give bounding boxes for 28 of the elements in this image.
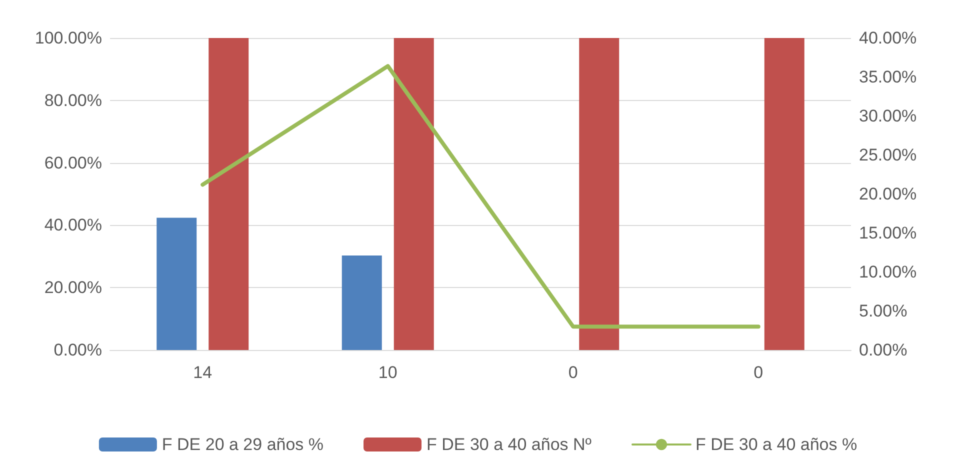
x-tick-label: 0 [754,363,764,382]
bar [579,38,620,350]
bar [156,218,197,350]
y2-tick-label: 10.00% [859,262,917,282]
bar [394,38,434,350]
y2-tick-label: 20.00% [859,184,917,204]
x-tick-label: 0 [568,363,578,382]
y-tick-label: 80.00% [44,90,102,110]
y-tick-label: 40.00% [44,216,102,235]
bar [764,38,804,350]
y2-tick-label: 5.00% [859,302,908,320]
y-tick-label: 100.00% [34,28,102,48]
bar [208,38,249,350]
y-tick-label: 20.00% [44,278,102,298]
y2-tick-label: 40.00% [859,28,917,48]
bar [342,255,382,350]
y-tick-label: 60.00% [44,153,102,172]
legend-label: F DE 20 a 29 años % [162,435,324,454]
y2-tick-label: 35.00% [859,68,917,86]
x-tick-label: 10 [378,363,398,382]
legend-label: F DE 30 a 40 años Nº [426,435,592,454]
y-tick-label: 0.00% [54,340,102,360]
y2-tick-label: 15.00% [859,224,917,242]
y2-tick-label: 25.00% [859,146,917,164]
y2-tick-label: 0.00% [859,340,908,360]
x-tick-label: 14 [193,363,212,382]
legend-label: F DE 30 a 40 años % [695,435,858,454]
y2-tick-label: 30.00% [859,106,917,126]
